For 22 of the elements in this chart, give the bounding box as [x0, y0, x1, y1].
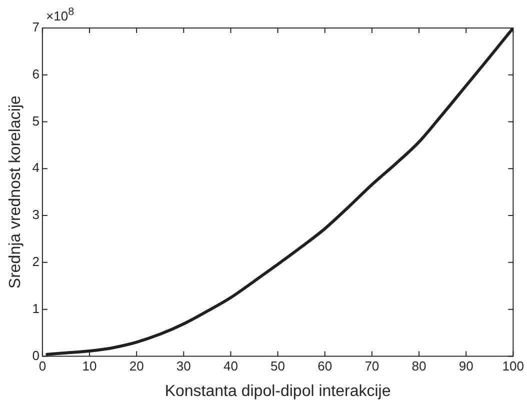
- x-tick-label: 100: [502, 358, 524, 374]
- y-tick-label: 4: [32, 160, 40, 176]
- y-tick-label: 3: [32, 207, 40, 222]
- x-tick-label: 90: [458, 358, 474, 374]
- x-tick-label: 70: [364, 358, 380, 374]
- y-tick-label: 1: [32, 300, 40, 316]
- y-tick-label: 2: [32, 254, 40, 270]
- line-series: [46, 28, 514, 356]
- y-tick-label: 0: [32, 348, 40, 363]
- y-axis-title: Srednja vrednost korelacije: [7, 96, 24, 289]
- x-tick-label: 50: [270, 358, 286, 374]
- y-tick-label: 5: [32, 113, 40, 128]
- text: ×10$^{8}$: [46, 6, 74, 24]
- x-tick-label: 20: [129, 358, 144, 374]
- x-tick-label: 40: [223, 358, 238, 374]
- y-tick-label: 6: [32, 66, 40, 82]
- x-tick-label: 60: [318, 358, 332, 374]
- x-axis-title: Konstanta dipol-dipol interakcije: [164, 382, 391, 400]
- x-tick-label: 80: [412, 358, 426, 374]
- y-tick-label: 7: [32, 20, 40, 35]
- x-tick-label: 10: [82, 358, 97, 374]
- x-tick-label: 30: [176, 358, 191, 374]
